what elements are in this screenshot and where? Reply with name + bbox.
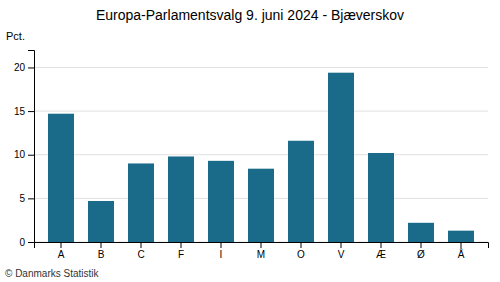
- x-tick-label: M: [257, 249, 265, 260]
- bar: [288, 141, 314, 242]
- grid-line: [34, 154, 488, 155]
- x-tick: B: [98, 242, 105, 260]
- y-tick-mark: [28, 198, 34, 199]
- y-tick: 0: [19, 237, 34, 248]
- x-tick-mark: [341, 242, 342, 248]
- bar: [448, 231, 474, 242]
- grid: [34, 67, 488, 242]
- y-tick: 15: [14, 106, 34, 117]
- axis-domain: [35, 243, 489, 249]
- x-tick-label: V: [338, 249, 345, 260]
- bar: [128, 163, 154, 242]
- x-tick: I: [220, 242, 223, 260]
- x-tick-label: A: [58, 249, 65, 260]
- x-tick-mark: [461, 242, 462, 248]
- x-tick-mark: [421, 242, 422, 248]
- footer: © Danmarks Statistik: [5, 268, 100, 279]
- x-tick-mark: [101, 242, 102, 248]
- y-tick-label: 0: [19, 237, 25, 248]
- x-tick-mark: [381, 242, 382, 248]
- y-label: Pct.: [6, 30, 25, 42]
- bar: [368, 153, 394, 242]
- x-tick: A: [58, 242, 65, 260]
- y-tick-label: 15: [14, 106, 26, 117]
- y-tick-mark: [28, 242, 34, 243]
- bar: [208, 161, 234, 242]
- x-tick: M: [257, 242, 265, 260]
- title: Europa-Parlamentsvalg 9. juni 2024 - Bjæ…: [96, 7, 404, 23]
- y-tick-label: 20: [14, 62, 26, 73]
- x-tick-label: O: [297, 249, 305, 260]
- y-tick: 10: [14, 149, 34, 160]
- y-tick: 5: [19, 193, 34, 204]
- x-tick-label: I: [220, 249, 223, 260]
- bar: [408, 223, 434, 242]
- axis-domain: [28, 51, 35, 243]
- y-axis: 0 5 10 15 20: [14, 51, 35, 248]
- bar: [88, 201, 114, 242]
- bars: [48, 73, 474, 242]
- plot: 0 5 10 15 20 A B C F I M O V Æ Ø Å: [14, 51, 489, 261]
- x-tick-label: Æ: [376, 249, 386, 260]
- y-tick-mark: [28, 111, 34, 112]
- y-tick: 20: [14, 62, 34, 73]
- x-tick-mark: [141, 242, 142, 248]
- x-tick-label: F: [178, 249, 184, 260]
- bar: [168, 156, 194, 242]
- x-tick: Ø: [417, 242, 425, 260]
- x-tick-label: Å: [458, 248, 465, 260]
- x-tick-mark: [301, 242, 302, 248]
- bar: [48, 114, 74, 242]
- grid-line: [34, 111, 488, 112]
- x-tick-mark: [61, 242, 62, 248]
- y-tick-mark: [28, 67, 34, 68]
- bar: [328, 73, 354, 242]
- x-tick-mark: [221, 242, 222, 248]
- chart: Europa-Parlamentsvalg 9. juni 2024 - Bjæ…: [0, 0, 500, 282]
- x-tick: C: [137, 242, 144, 260]
- x-tick: Æ: [376, 242, 386, 260]
- y-tick-label: 5: [19, 193, 25, 204]
- x-tick-mark: [181, 242, 182, 248]
- x-axis: ABCFIMOVÆØÅ: [35, 242, 489, 260]
- bar: [248, 169, 274, 242]
- x-tick: O: [297, 242, 305, 260]
- grid-line: [34, 67, 488, 68]
- x-tick: V: [338, 242, 345, 260]
- x-tick-label: Ø: [417, 249, 425, 260]
- y-tick-label: 10: [14, 149, 26, 160]
- x-tick: F: [178, 242, 184, 260]
- y-tick-mark: [28, 155, 34, 156]
- x-tick: Å: [458, 242, 465, 260]
- x-tick-label: B: [98, 249, 105, 260]
- x-tick-label: C: [137, 249, 144, 260]
- x-tick-mark: [261, 242, 262, 248]
